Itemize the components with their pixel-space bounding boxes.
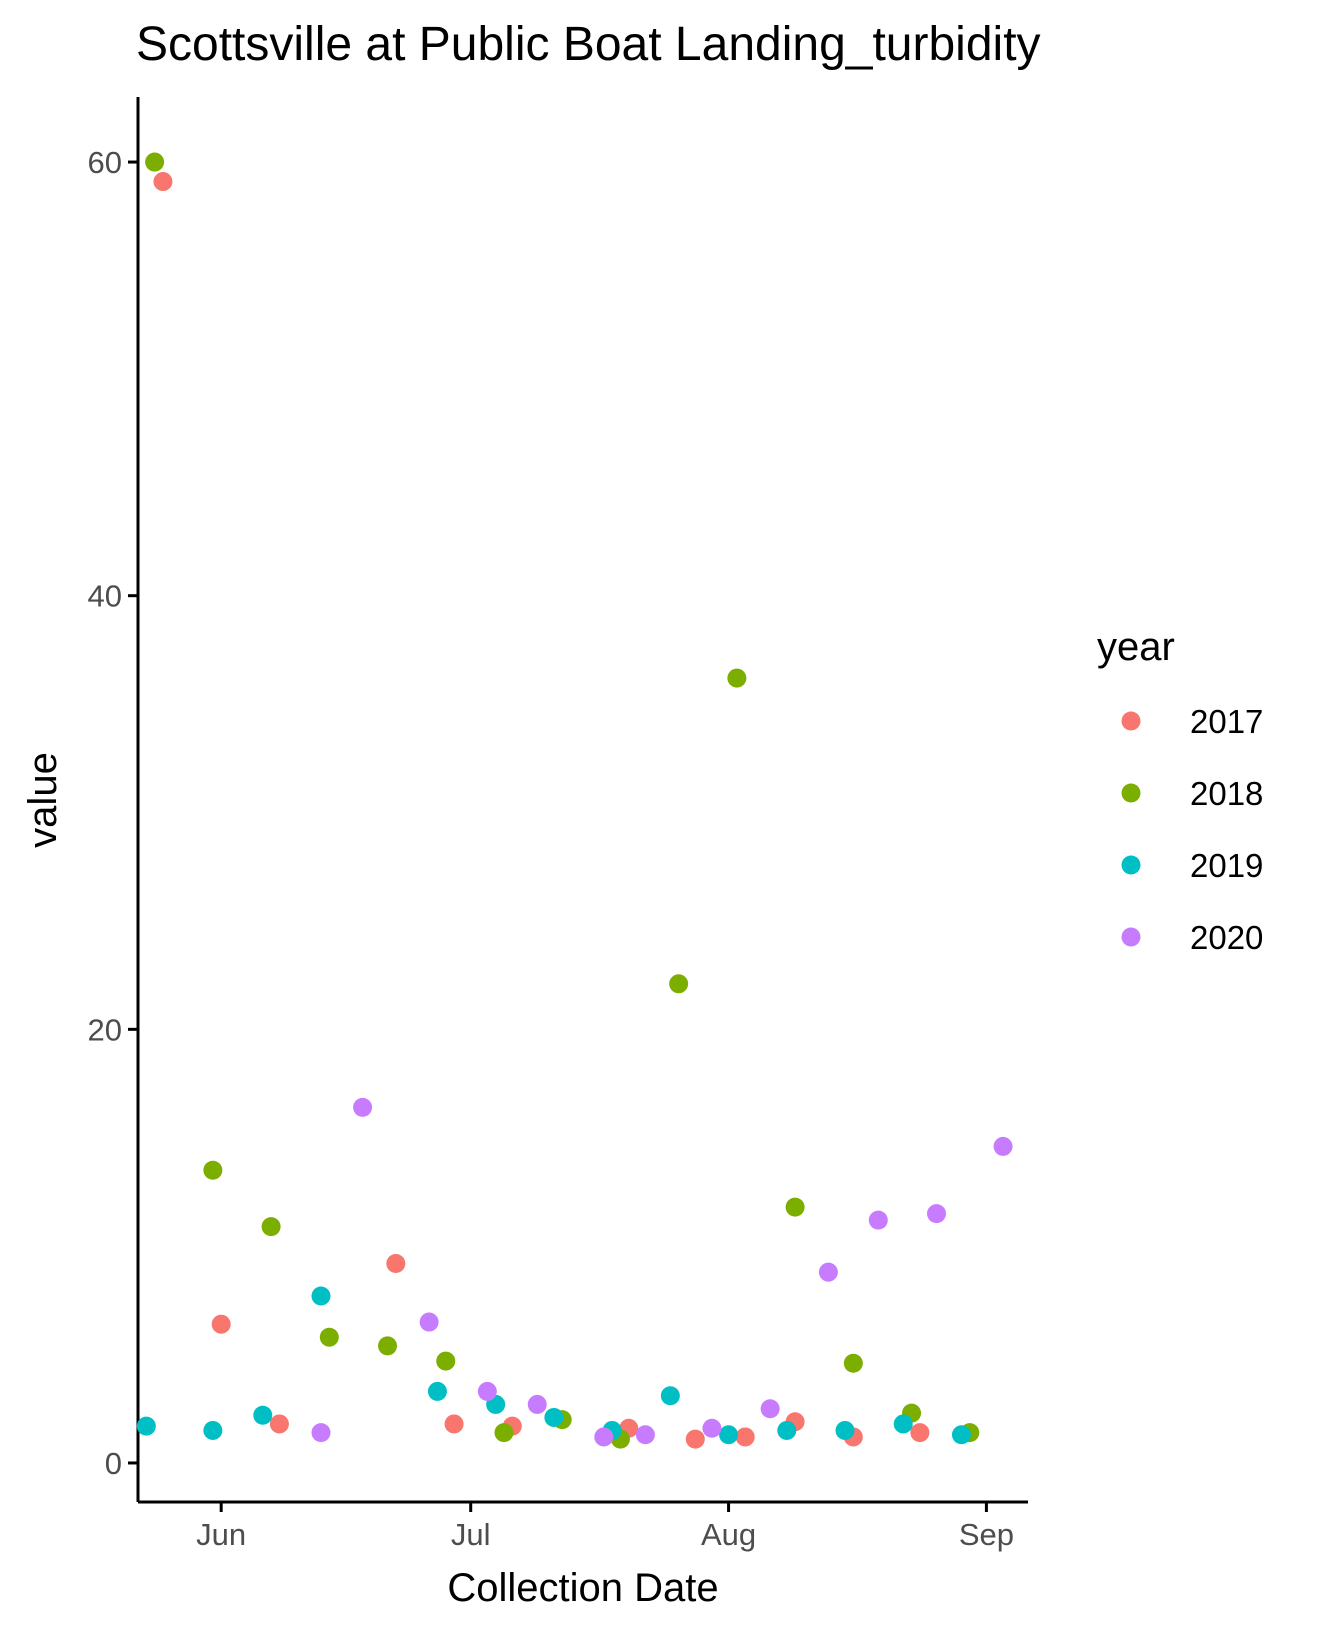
data-point-2018: [843, 1353, 863, 1373]
x-tick-label: Sep: [959, 1517, 1014, 1552]
data-point-2017: [386, 1253, 406, 1273]
data-point-2019: [136, 1416, 156, 1436]
data-point-2019: [951, 1425, 971, 1445]
legend: year 2017 2018 2019 2020: [1097, 625, 1263, 956]
data-point-2018: [261, 1217, 281, 1237]
data-point-2020: [927, 1204, 947, 1224]
legend-label-2017: 2017: [1190, 703, 1263, 740]
data-point-2019: [203, 1420, 223, 1440]
legend-key-2020: [1121, 927, 1141, 947]
data-point-2017: [269, 1414, 289, 1434]
x-tick-label: Jul: [451, 1517, 491, 1552]
data-point-2019: [544, 1407, 564, 1427]
data-point-2018: [494, 1423, 514, 1443]
x-tick-label: Jun: [196, 1517, 246, 1552]
data-point-2020: [993, 1136, 1013, 1156]
data-point-2017: [211, 1314, 231, 1334]
x-tick-label: Aug: [701, 1517, 756, 1552]
legend-label-2019: 2019: [1190, 847, 1263, 884]
legend-label-2018: 2018: [1190, 775, 1263, 812]
data-point-2019: [835, 1420, 855, 1440]
plot-area: 0 20 40 60 Jun Jul Aug Sep: [88, 97, 1028, 1552]
data-point-2017: [153, 172, 173, 192]
y-tick-label: 0: [105, 1446, 122, 1481]
y-axis-ticks: 0 20 40 60: [88, 145, 138, 1481]
data-point-2019: [719, 1425, 739, 1445]
legend-items: 2017 2018 2019 2020: [1121, 703, 1263, 956]
legend-label-2020: 2020: [1190, 919, 1263, 956]
data-point-2020: [635, 1425, 655, 1445]
data-point-2020: [818, 1262, 838, 1282]
data-point-2019: [777, 1420, 797, 1440]
data-point-2018: [203, 1160, 223, 1180]
y-tick-label: 40: [88, 579, 122, 614]
data-point-2019: [893, 1414, 913, 1434]
data-point-2018: [785, 1197, 805, 1217]
data-point-2019: [253, 1405, 273, 1425]
data-point-2018: [436, 1351, 456, 1371]
data-point-2020: [353, 1097, 373, 1117]
data-point-2020: [477, 1381, 497, 1401]
legend-key-2018: [1121, 783, 1141, 803]
data-point-2017: [444, 1414, 464, 1434]
data-point-2019: [311, 1286, 331, 1306]
y-tick-label: 20: [88, 1012, 122, 1047]
x-axis-ticks: Jun Jul Aug Sep: [196, 1502, 1014, 1552]
data-point-2019: [427, 1381, 447, 1401]
data-point-2018: [669, 974, 689, 994]
y-tick-label: 60: [88, 145, 122, 180]
data-point-2020: [594, 1427, 614, 1447]
data-point-2020: [702, 1418, 722, 1438]
data-point-2020: [868, 1210, 888, 1230]
data-point-2018: [145, 152, 165, 172]
legend-title: year: [1097, 625, 1175, 669]
data-point-2020: [311, 1423, 331, 1443]
legend-key-2017: [1121, 711, 1141, 731]
data-point-2017: [735, 1427, 755, 1447]
data-point-2020: [419, 1312, 439, 1332]
legend-key-2019: [1121, 855, 1141, 875]
data-point-2018: [319, 1327, 339, 1347]
chart-title: Scottsville at Public Boat Landing_turbi…: [136, 18, 1041, 71]
y-axis-title: value: [21, 752, 65, 848]
data-point-2019: [660, 1386, 680, 1406]
data-point-2018: [727, 668, 747, 688]
data-point-2020: [760, 1399, 780, 1419]
data-points: [136, 152, 1013, 1449]
data-point-2018: [378, 1336, 398, 1356]
data-point-2017: [685, 1429, 705, 1449]
x-axis-title: Collection Date: [447, 1566, 718, 1610]
data-point-2020: [527, 1394, 547, 1414]
data-point-2017: [910, 1423, 930, 1443]
